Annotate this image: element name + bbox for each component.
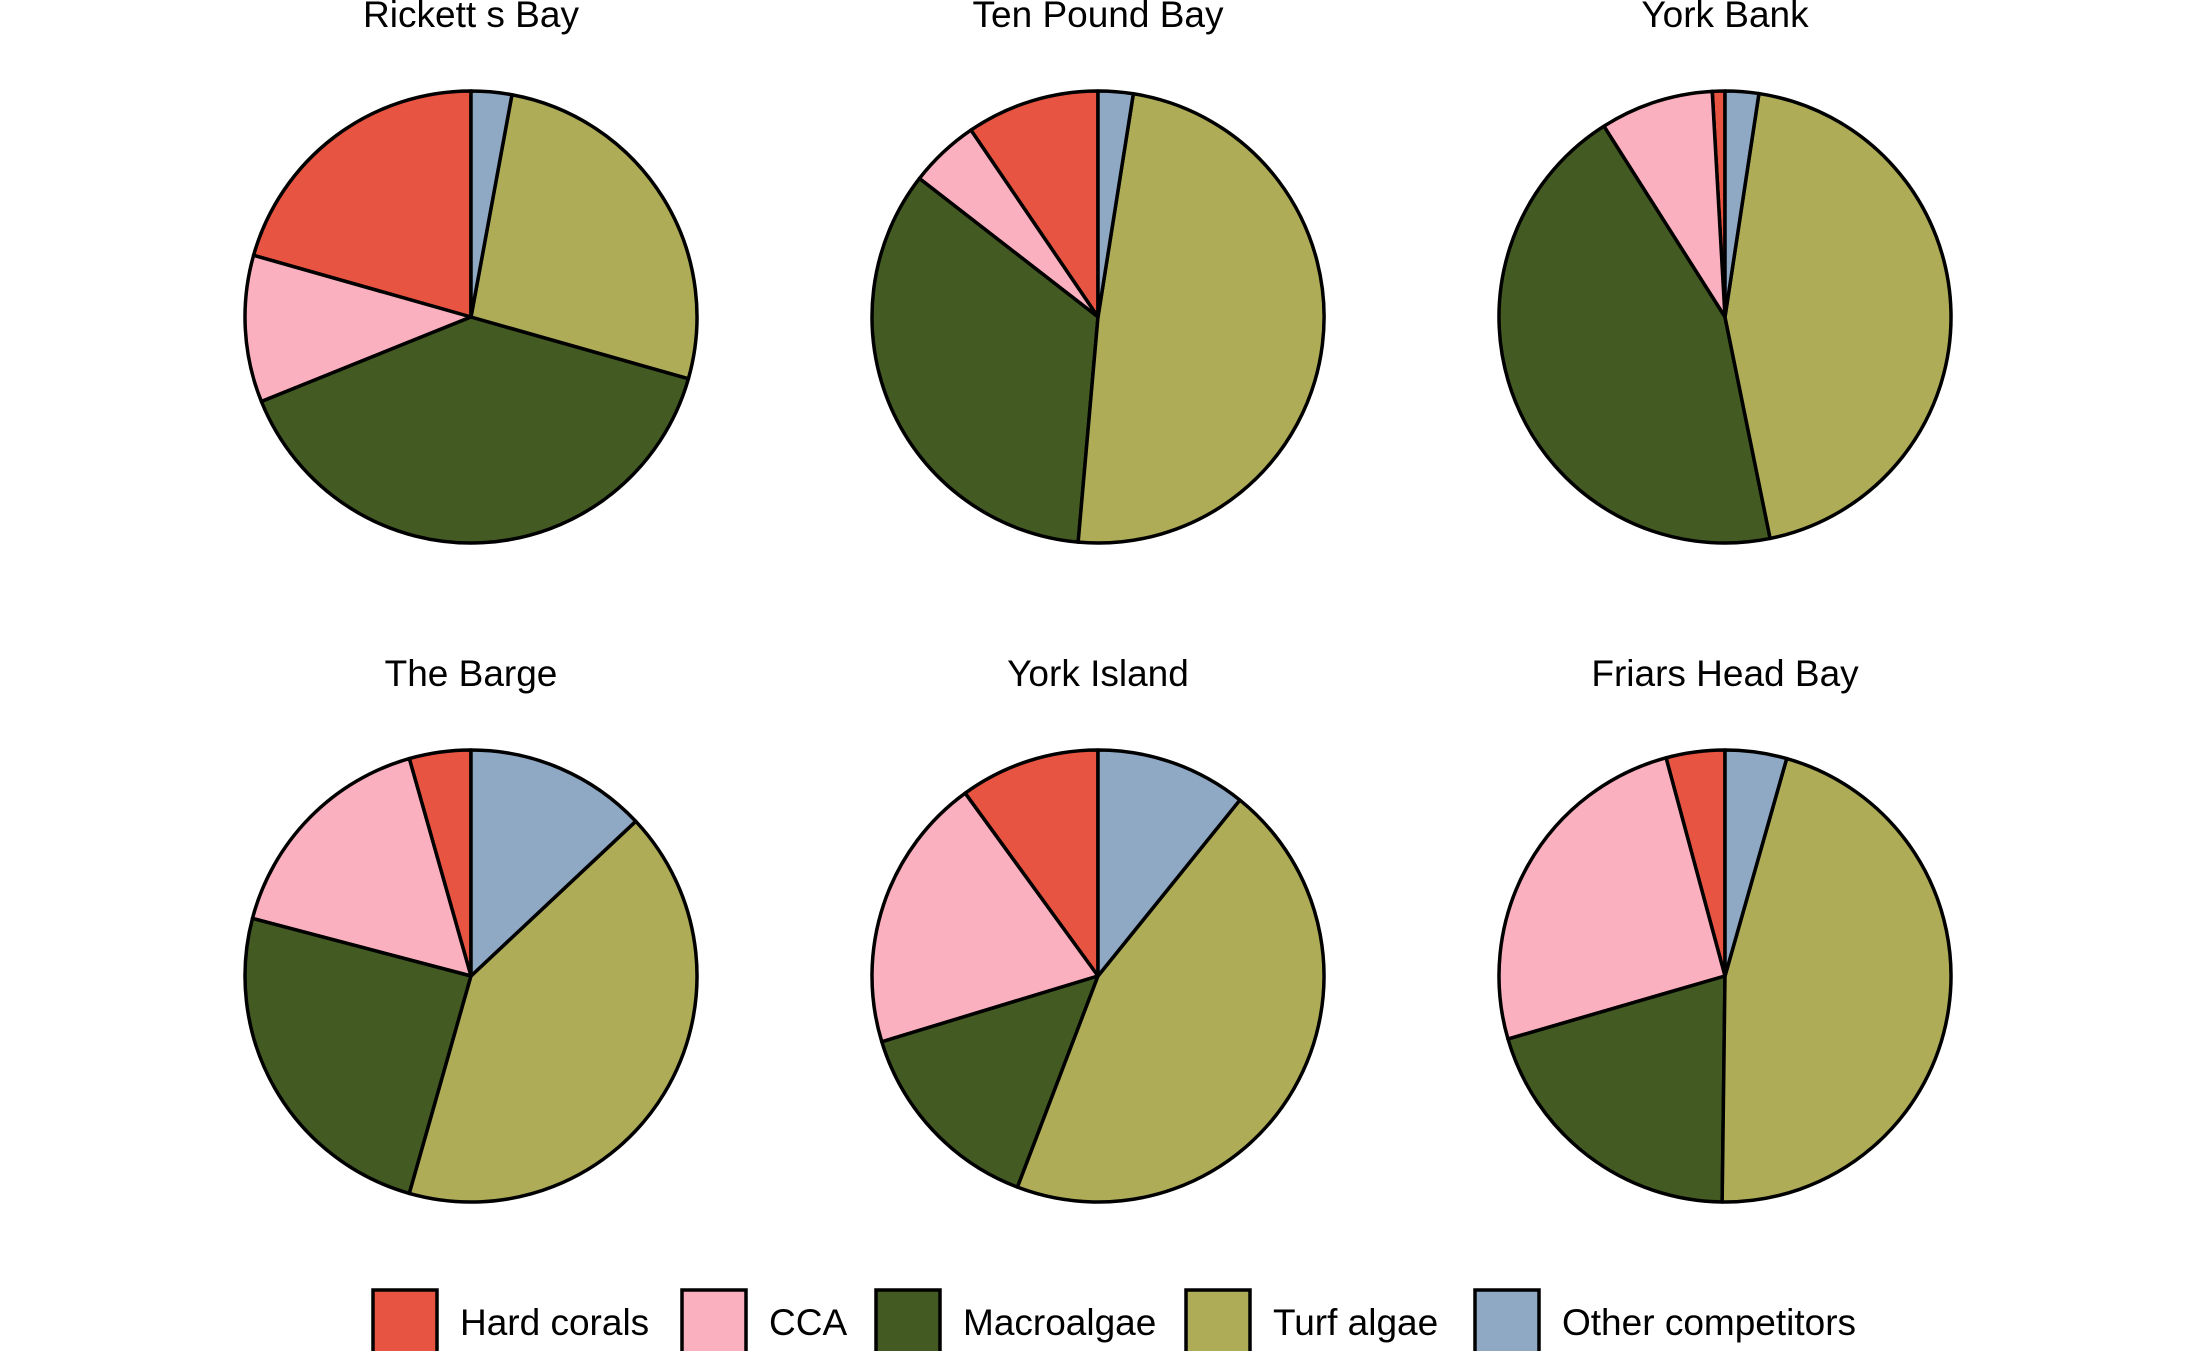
legend-swatch bbox=[1473, 1288, 1541, 1351]
pie-slice-other-competitors bbox=[1723, 748, 1789, 978]
legend-item-turf-algae: Turf algae bbox=[1184, 1288, 1438, 1351]
pie-panel-friars-head-bay: Friars Head Bay bbox=[1497, 653, 1953, 1204]
legend-label: CCA bbox=[769, 1302, 847, 1343]
pie-slice-turf-algae bbox=[1076, 92, 1326, 545]
pie-slice-turf-algae bbox=[1723, 91, 1953, 541]
pie-slice-other-competitors bbox=[1723, 89, 1761, 319]
panel-title: York Bank bbox=[1641, 0, 1809, 35]
panel-title: York Island bbox=[1007, 653, 1189, 694]
panel-title: Friars Head Bay bbox=[1591, 653, 1859, 694]
pie-slice-cca bbox=[250, 756, 473, 978]
pie-slice-cca bbox=[243, 253, 473, 404]
pie-panel-rickett-s-bay: Rickett s Bay bbox=[243, 0, 699, 545]
legend-swatch bbox=[874, 1288, 942, 1351]
legend-item-macroalgae: Macroalgae bbox=[874, 1288, 1156, 1351]
panel-title: Rickett s Bay bbox=[363, 0, 579, 35]
legend-swatch bbox=[371, 1288, 439, 1351]
legend-swatch bbox=[1184, 1288, 1252, 1351]
pie-panel-york-bank: York Bank bbox=[1497, 0, 1953, 545]
pie-slice-cca bbox=[870, 791, 1100, 1044]
legend-item-hard-corals: Hard corals bbox=[371, 1288, 649, 1351]
pie-panel-ten-pound-bay: Ten Pound Bay bbox=[870, 0, 1326, 545]
pie-slice-hard-corals bbox=[251, 89, 473, 319]
legend-label: Hard corals bbox=[460, 1302, 649, 1343]
panel-title: Ten Pound Bay bbox=[973, 0, 1224, 35]
pie-slice-hard-corals bbox=[963, 748, 1100, 978]
pie-slice-macroalgae bbox=[259, 315, 691, 545]
pie-slice-macroalgae bbox=[880, 974, 1100, 1189]
pie-slice-hard-corals bbox=[969, 89, 1100, 319]
pie-slice-other-competitors bbox=[469, 89, 514, 319]
pie-slice-macroalgae bbox=[870, 176, 1100, 544]
pie-slice-cca bbox=[1497, 756, 1727, 1041]
pie-slice-macroalgae bbox=[243, 916, 473, 1196]
pie-slice-other-competitors bbox=[1096, 89, 1136, 319]
pie-slice-macroalgae bbox=[1506, 974, 1727, 1204]
pie-slice-cca bbox=[1602, 89, 1727, 319]
pie-panel-the-barge: The Barge bbox=[243, 653, 699, 1204]
pie-slice-other-competitors bbox=[1096, 748, 1242, 978]
legend-label: Macroalgae bbox=[963, 1302, 1156, 1343]
legend-item-other-competitors: Other competitors bbox=[1473, 1288, 1856, 1351]
legend: Hard corals CCA Macroalgae Turf algae Other … bbox=[371, 1288, 1856, 1351]
legend-label: Other competitors bbox=[1562, 1302, 1856, 1343]
panel-title: The Barge bbox=[385, 653, 558, 694]
pie-slice-turf-algae bbox=[1720, 756, 1953, 1204]
pie-slice-macroalgae bbox=[1497, 124, 1772, 545]
pie-slice-turf-algae bbox=[469, 92, 699, 381]
pie-slice-turf-algae bbox=[1015, 798, 1326, 1204]
pie-panels: Rickett s Bay Ten Pound Bay York Bank The B… bbox=[243, 0, 1953, 1204]
pie-panel-york-island: York Island bbox=[870, 653, 1326, 1204]
pie-slice-turf-algae bbox=[407, 819, 699, 1204]
legend-item-cca: CCA bbox=[680, 1288, 847, 1351]
legend-swatch bbox=[680, 1288, 748, 1351]
legend-label: Turf algae bbox=[1273, 1302, 1438, 1343]
pie-slice-other-competitors bbox=[469, 748, 638, 978]
